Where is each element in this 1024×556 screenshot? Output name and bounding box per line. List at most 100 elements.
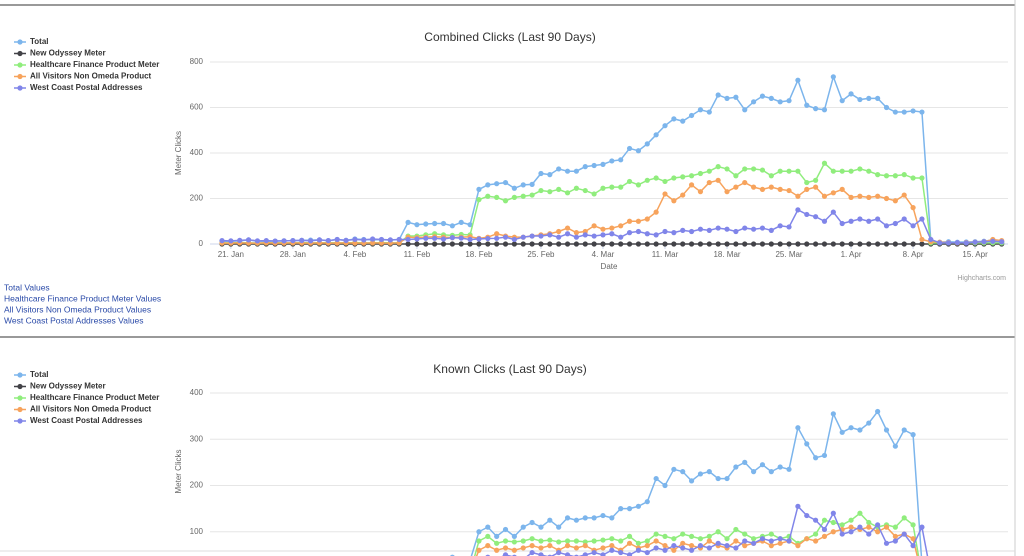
x-tick-label: 8. Apr <box>903 250 924 259</box>
point <box>830 241 836 247</box>
point <box>476 538 482 544</box>
point <box>742 459 748 465</box>
point <box>715 225 721 231</box>
point <box>618 184 624 190</box>
point <box>245 237 252 243</box>
point <box>343 237 349 243</box>
point <box>742 166 748 172</box>
point <box>423 241 429 247</box>
point <box>458 235 464 241</box>
legend-symbol <box>17 50 23 57</box>
y-tick-label: 200 <box>190 481 204 490</box>
point <box>440 220 447 227</box>
point <box>875 172 881 178</box>
point <box>423 235 429 241</box>
point <box>715 92 721 98</box>
point <box>839 522 845 528</box>
point <box>502 241 509 247</box>
x-tick-label: 4. Mar <box>592 250 615 259</box>
point <box>494 194 500 200</box>
point <box>626 506 633 512</box>
point <box>556 186 562 192</box>
point <box>804 102 810 108</box>
point <box>733 184 739 190</box>
point <box>564 241 571 247</box>
point <box>591 191 597 197</box>
point <box>529 192 535 198</box>
y-tick-label: 400 <box>190 148 204 157</box>
point <box>795 425 801 431</box>
point <box>600 232 606 238</box>
point <box>857 510 863 516</box>
legend-label: All Visitors Non Omeda Product <box>30 72 152 81</box>
point <box>901 216 907 222</box>
point <box>751 226 757 232</box>
point <box>813 106 819 112</box>
point <box>591 233 597 239</box>
point <box>777 99 783 105</box>
point <box>830 529 836 535</box>
point <box>600 545 606 551</box>
point <box>786 168 792 174</box>
point <box>564 190 571 196</box>
point <box>768 538 774 544</box>
point <box>759 186 766 192</box>
point <box>804 241 810 247</box>
point <box>786 538 792 544</box>
point <box>848 524 854 530</box>
point <box>963 240 969 246</box>
point <box>520 241 526 247</box>
point <box>875 241 881 247</box>
point <box>671 230 677 236</box>
point <box>476 197 482 203</box>
point <box>564 515 571 521</box>
point <box>600 512 606 519</box>
point <box>582 539 588 545</box>
point <box>618 234 624 240</box>
point <box>706 469 712 475</box>
point <box>653 132 659 138</box>
y-tick-label: 800 <box>190 57 204 66</box>
link[interactable]: Healthcare Finance Product Meter Values <box>4 293 161 303</box>
link[interactable]: Total Values <box>4 282 50 292</box>
point <box>715 164 721 170</box>
legend-symbol <box>17 62 23 68</box>
point <box>680 469 686 475</box>
point <box>875 95 881 101</box>
point <box>759 167 766 173</box>
point <box>786 98 792 104</box>
legend-label: Healthcare Finance Product Meter <box>30 60 159 69</box>
point <box>635 503 642 509</box>
point <box>733 526 739 533</box>
legend-symbol <box>17 418 23 424</box>
series-line <box>470 410 923 556</box>
point <box>724 241 730 247</box>
point <box>644 543 650 549</box>
point <box>759 462 766 468</box>
point <box>582 552 588 556</box>
point <box>954 240 960 246</box>
x-tick-label: 25. Feb <box>527 250 555 259</box>
point <box>706 241 712 247</box>
point <box>866 194 872 200</box>
point <box>609 225 615 231</box>
point <box>582 241 588 247</box>
point <box>786 466 792 472</box>
point <box>724 95 730 101</box>
point <box>662 178 668 185</box>
point <box>821 452 828 459</box>
point <box>547 189 553 195</box>
point <box>999 239 1005 245</box>
point <box>697 241 704 247</box>
credits: Highcharts.com <box>957 275 1006 282</box>
point <box>768 241 774 247</box>
point <box>901 172 907 178</box>
point <box>538 545 544 551</box>
link[interactable]: West Coast Postal Addresses Values <box>4 315 144 325</box>
link[interactable]: All Visitors Non Omeda Product Values <box>4 304 151 314</box>
point <box>839 168 845 174</box>
point <box>600 241 606 247</box>
point <box>866 218 872 224</box>
point <box>618 538 624 544</box>
point <box>777 168 783 174</box>
